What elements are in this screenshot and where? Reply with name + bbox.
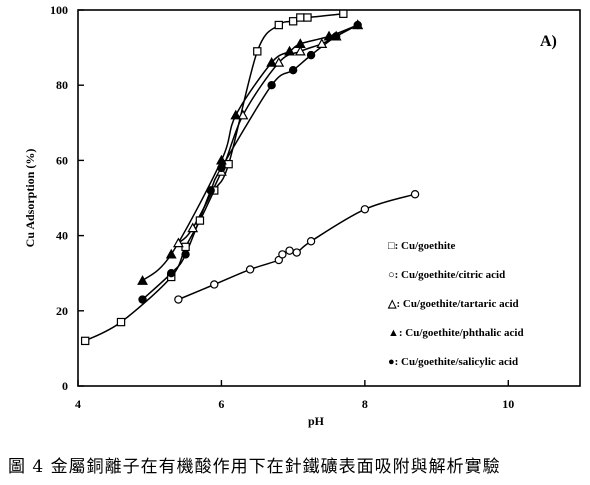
series-line-0 [84, 13, 344, 342]
data-point-s3-0 [137, 275, 148, 285]
y-tick-label-2: 40 [56, 229, 68, 243]
data-point-s1-2 [245, 265, 255, 274]
y-axis-label: Cu Adsorption (%) [23, 149, 37, 248]
data-point-s0-4 [195, 216, 205, 225]
data-point-s4-5 [267, 80, 276, 90]
data-point-s4-7 [306, 50, 316, 60]
data-point-s2-5 [294, 45, 306, 56]
data-point-s0-8 [274, 20, 284, 30]
data-point-s4-3 [206, 186, 215, 195]
x-tick-label-3: 10 [502, 397, 514, 411]
data-point-s3-4 [266, 57, 278, 67]
data-point-s4-0 [138, 295, 147, 304]
data-point-s0-7 [253, 47, 262, 56]
data-point-s1-0 [174, 295, 183, 304]
legend-entry-1: ○: Cu/goethite/citric acid [388, 269, 505, 281]
data-point-s4-9 [353, 20, 362, 30]
y-tick-label-4: 80 [56, 78, 68, 92]
y-tick-label-3: 60 [56, 153, 68, 167]
data-point-s0-9 [288, 17, 298, 26]
data-point-s3-1 [165, 248, 177, 259]
legend-entry-2: △: Cu/goethite/tartaric acid [387, 298, 519, 310]
data-point-s4-8 [331, 32, 341, 41]
data-point-s1-4 [278, 250, 287, 259]
data-point-s3-2 [216, 154, 227, 165]
data-point-s2-0 [172, 237, 184, 248]
data-point-s4-1 [167, 269, 176, 278]
series-line-3 [141, 24, 358, 282]
data-point-s2-3 [237, 109, 249, 120]
data-point-s2-1 [187, 222, 199, 233]
x-tick-label-1: 6 [218, 397, 224, 411]
x-tick-label-2: 8 [362, 397, 368, 411]
data-point-s3-3 [230, 109, 242, 120]
legend-entry-0: □: Cu/goethite [388, 240, 456, 252]
data-point-s0-1 [116, 317, 126, 327]
y-tick-label-0: 0 [62, 379, 68, 393]
plot-frame [77, 9, 581, 387]
data-point-s1-9 [410, 190, 420, 199]
data-point-s1-5 [285, 246, 294, 255]
data-point-s4-6 [288, 65, 298, 75]
data-point-s3-7 [323, 30, 335, 41]
data-point-s2-4 [273, 57, 285, 67]
data-point-s3-5 [284, 45, 295, 56]
data-point-s1-7 [306, 237, 316, 246]
y-tick-label-5: 100 [50, 3, 68, 17]
data-point-s4-2 [181, 250, 190, 259]
x-axis-label: pH [308, 414, 325, 428]
legend: □: Cu/goethite ○: Cu/goethite/citric acid… [387, 240, 524, 368]
panel-label: A) [540, 33, 557, 50]
data-point-s4-4 [217, 163, 226, 173]
series-curves [84, 13, 416, 342]
data-point-s0-10 [296, 13, 305, 22]
data-point-s1-8 [360, 205, 370, 214]
data-point-s0-12 [339, 9, 348, 18]
data-point-s1-6 [292, 248, 301, 257]
legend-entry-4: ●: Cu/goethite/salicylic acid [388, 356, 518, 368]
data-point-s1-1 [210, 280, 219, 289]
data-point-s2-6 [316, 38, 328, 48]
figure-caption: 圖 4 金屬銅離子在有機酸作用下在針鐵礦表面吸附與解析實驗 [8, 457, 501, 477]
x-tick-label-0: 4 [75, 397, 81, 411]
data-point-s0-11 [303, 13, 312, 22]
data-point-s0-0 [80, 336, 90, 346]
data-point-s3-6 [294, 38, 306, 48]
legend-entry-3: ▲: Cu/goethite/phthalic acid [388, 327, 524, 339]
y-tick-label-1: 20 [56, 304, 68, 318]
series-markers [80, 9, 420, 346]
